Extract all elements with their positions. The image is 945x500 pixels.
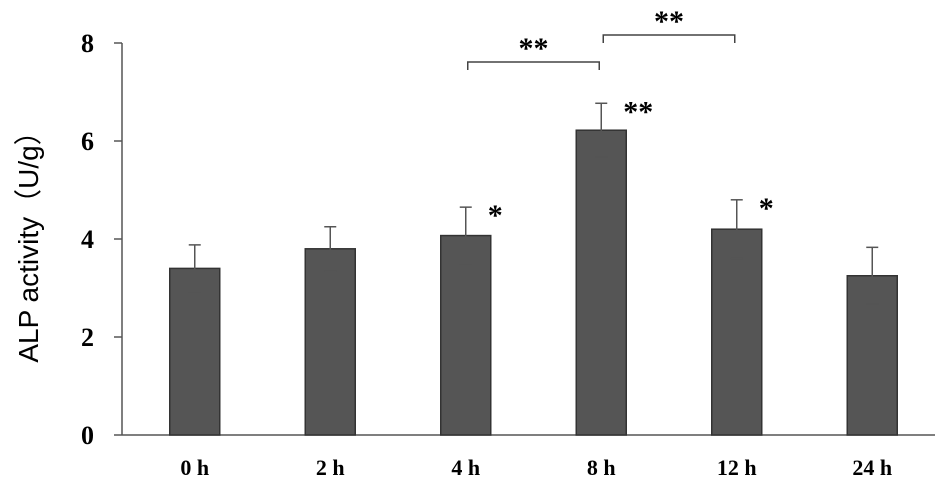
significance-brackets: ** ** <box>467 5 736 70</box>
error-bars <box>188 102 879 305</box>
x-tick-label: 4 h <box>451 455 480 480</box>
bracket-label: ** <box>519 32 549 65</box>
x-tick-label: 24 h <box>852 455 892 480</box>
x-tick-label: 0 h <box>180 455 209 480</box>
x-axis-category-labels: 0 h 2 h 4 h 8 h 12 h 24 h <box>180 455 892 480</box>
significance-markers: **** <box>488 95 774 232</box>
significance-marker: * <box>759 192 774 225</box>
bars <box>169 129 898 436</box>
significance-marker: ** <box>623 95 653 128</box>
y-tick-label: 0 <box>81 421 94 450</box>
significance-bracket <box>467 61 600 70</box>
significance-bracket <box>602 34 736 43</box>
bar-12h <box>711 228 763 436</box>
bracket-label: ** <box>654 5 684 38</box>
x-tick-label: 8 h <box>587 455 616 480</box>
bar-4h <box>440 234 492 436</box>
y-tick-label: 4 <box>81 225 94 254</box>
bar-0h <box>169 267 221 436</box>
y-axis-title: ALP activity（U/g） <box>13 117 44 362</box>
y-tick-label: 8 <box>81 29 94 58</box>
axes <box>121 43 935 436</box>
y-axis-ticks: 0 2 4 6 8 <box>81 29 122 450</box>
bar-2h <box>304 248 356 436</box>
y-tick-label: 2 <box>81 323 94 352</box>
x-tick-label: 12 h <box>717 455 757 480</box>
significance-marker: * <box>488 199 503 232</box>
y-tick-label: 6 <box>81 127 94 156</box>
bar-8h <box>575 129 627 436</box>
x-tick-label: 2 h <box>316 455 345 480</box>
